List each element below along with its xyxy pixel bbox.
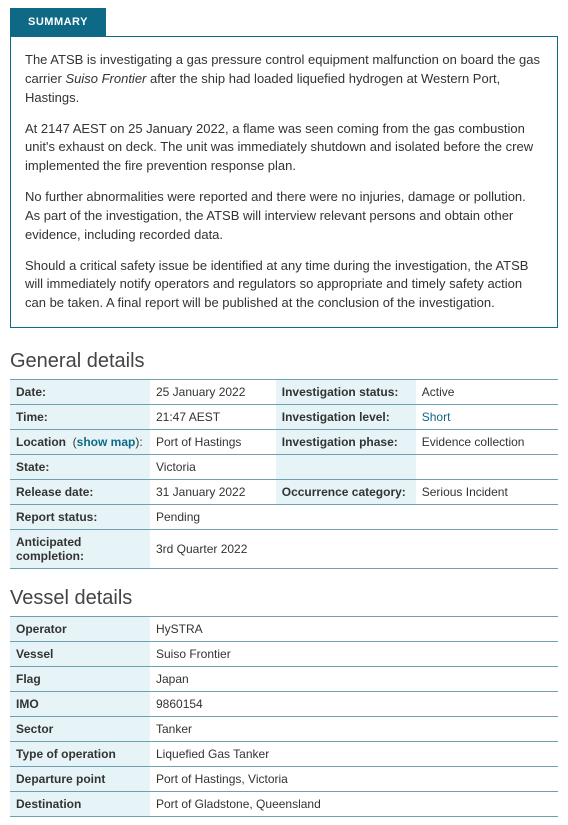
- table-row: DestinationPort of Gladstone, Queensland: [10, 792, 558, 817]
- table-row: Location (show map): Port of Hastings In…: [10, 430, 558, 455]
- time-label: Time:: [10, 405, 150, 430]
- date-value: 25 January 2022: [150, 380, 276, 405]
- general-details-table: Date: 25 January 2022 Investigation stat…: [10, 379, 558, 569]
- vessel-row-label: Departure point: [10, 767, 150, 792]
- date-label: Date:: [10, 380, 150, 405]
- table-row: Anticipated completion: 3rd Quarter 2022: [10, 530, 558, 569]
- vessel-row-value: Liquefied Gas Tanker: [150, 742, 558, 767]
- location-label: Location (show map):: [10, 430, 150, 455]
- vessel-row-value: Tanker: [150, 717, 558, 742]
- table-row: Departure pointPort of Hastings, Victori…: [10, 767, 558, 792]
- table-row: IMO9860154: [10, 692, 558, 717]
- vessel-row-label: Type of operation: [10, 742, 150, 767]
- location-value: Port of Hastings: [150, 430, 276, 455]
- vessel-row-label: Operator: [10, 617, 150, 642]
- occurrence-category-value: Serious Incident: [416, 480, 558, 505]
- summary-paragraph: The ATSB is investigating a gas pressure…: [25, 51, 543, 108]
- vessel-row-label: Vessel: [10, 642, 150, 667]
- investigation-level-label: Investigation level:: [276, 405, 416, 430]
- vessel-row-value: Suiso Frontier: [150, 642, 558, 667]
- investigation-status-label: Investigation status:: [276, 380, 416, 405]
- vessel-row-value: Port of Hastings, Victoria: [150, 767, 558, 792]
- summary-paragraph: Should a critical safety issue be identi…: [25, 257, 543, 314]
- investigation-level-link[interactable]: Short: [422, 410, 451, 424]
- investigation-phase-value: Evidence collection: [416, 430, 558, 455]
- table-row: State: Victoria: [10, 455, 558, 480]
- investigation-status-value: Active: [416, 380, 558, 405]
- table-row: Date: 25 January 2022 Investigation stat…: [10, 380, 558, 405]
- table-row: SectorTanker: [10, 717, 558, 742]
- table-row: FlagJapan: [10, 667, 558, 692]
- summary-paragraph: At 2147 AEST on 25 January 2022, a flame…: [25, 120, 543, 177]
- general-details-heading: General details: [10, 350, 558, 373]
- table-row: Release date: 31 January 2022 Occurrence…: [10, 480, 558, 505]
- state-label: State:: [10, 455, 150, 480]
- vessel-details-heading: Vessel details: [10, 587, 558, 610]
- summary-tab: SUMMARY: [10, 8, 106, 36]
- vessel-row-label: IMO: [10, 692, 150, 717]
- anticipated-completion-value: 3rd Quarter 2022: [150, 530, 558, 569]
- report-status-label: Report status:: [10, 505, 150, 530]
- time-value: 21:47 AEST: [150, 405, 276, 430]
- vessel-details-table: OperatorHySTRAVesselSuiso FrontierFlagJa…: [10, 616, 558, 817]
- table-row: OperatorHySTRA: [10, 617, 558, 642]
- vessel-row-value: HySTRA: [150, 617, 558, 642]
- vessel-row-label: Flag: [10, 667, 150, 692]
- vessel-row-value: 9860154: [150, 692, 558, 717]
- vessel-row-label: Destination: [10, 792, 150, 817]
- summary-box: The ATSB is investigating a gas pressure…: [10, 36, 558, 328]
- anticipated-completion-label: Anticipated completion:: [10, 530, 150, 569]
- vessel-row-label: Sector: [10, 717, 150, 742]
- table-row: Time: 21:47 AEST Investigation level: Sh…: [10, 405, 558, 430]
- report-status-value: Pending: [150, 505, 558, 530]
- investigation-phase-label: Investigation phase:: [276, 430, 416, 455]
- summary-paragraph: No further abnormalities were reported a…: [25, 188, 543, 245]
- occurrence-category-label: Occurrence category:: [276, 480, 416, 505]
- table-row: Report status: Pending: [10, 505, 558, 530]
- table-row: VesselSuiso Frontier: [10, 642, 558, 667]
- state-value: Victoria: [150, 455, 276, 480]
- vessel-row-value: Japan: [150, 667, 558, 692]
- investigation-level-value: Short: [416, 405, 558, 430]
- table-row: Type of operationLiquefied Gas Tanker: [10, 742, 558, 767]
- vessel-row-value: Port of Gladstone, Queensland: [150, 792, 558, 817]
- release-date-label: Release date:: [10, 480, 150, 505]
- release-date-value: 31 January 2022: [150, 480, 276, 505]
- show-map-link[interactable]: show map: [77, 435, 136, 449]
